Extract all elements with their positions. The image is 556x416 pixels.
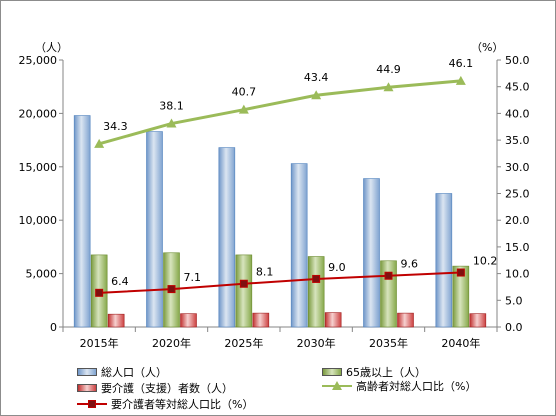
y-right-tick-label: 35.0	[505, 134, 530, 147]
legend-label-elderly-ratio: 高齢者対総人口比（%）	[356, 380, 477, 393]
legend-line-care-ratio	[77, 398, 107, 410]
line-elderly-ratio	[98, 79, 461, 146]
legend-swatch-total-population	[77, 368, 97, 376]
data-label-care-ratio: 9.6	[401, 258, 419, 271]
bar-care	[180, 313, 197, 328]
point-care-ratio	[456, 268, 465, 277]
point-care-ratio	[384, 271, 393, 280]
bar-elderly	[380, 260, 397, 328]
bar-total-population	[146, 131, 163, 328]
bar-care	[397, 312, 414, 328]
point-elderly-ratio	[383, 82, 394, 92]
data-label-care-ratio: 10.2	[473, 255, 498, 268]
x-tick-label: 2040年	[441, 336, 480, 350]
y-left-tick-label: 0	[50, 321, 57, 334]
y-left-tick-label: 25,000	[19, 54, 58, 67]
y-right-tick-label: 20.0	[505, 214, 530, 227]
bar-elderly	[235, 254, 253, 328]
y-right-tick-label: 5.0	[505, 294, 523, 307]
y-right-tick-label: 50.0	[505, 54, 530, 67]
y-right-tick-label: 40.0	[505, 107, 530, 120]
y-left-unit-label: （人）	[35, 41, 68, 54]
bar-total-population	[73, 115, 91, 328]
legend-item-elderly-ratio: 高齢者対総人口比（%）	[322, 378, 476, 394]
legend-item-total-population: 総人口（人）	[77, 364, 167, 380]
y-right-tick-label: 25.0	[505, 188, 530, 201]
data-label-elderly-ratio: 40.7	[232, 86, 257, 99]
legend-item-elderly: 65歳以上（人）	[322, 364, 426, 380]
point-elderly-ratio	[238, 104, 249, 114]
bar-care	[469, 313, 487, 328]
point-care-ratio	[167, 285, 176, 294]
x-tick-label: 2035年	[369, 336, 408, 350]
data-label-elderly-ratio: 38.1	[159, 100, 184, 113]
y-right-tick-label: 0.0	[505, 321, 523, 334]
data-label-care-ratio: 7.1	[184, 271, 202, 284]
y-right-tick-label: 15.0	[505, 241, 530, 254]
lines	[94, 75, 466, 297]
x-tick-label: 2030年	[297, 336, 336, 350]
data-label-elderly-ratio: 43.4	[304, 71, 329, 84]
bar-elderly	[452, 265, 470, 328]
data-label-elderly-ratio: 34.3	[103, 120, 128, 133]
point-care-ratio	[239, 279, 248, 288]
y-right-tick-label: 10.0	[505, 268, 530, 281]
legend-swatch-care	[77, 384, 97, 392]
data-label-elderly-ratio: 46.1	[449, 57, 474, 70]
point-elderly-ratio	[166, 118, 177, 128]
data-label-elderly-ratio: 44.9	[376, 63, 401, 76]
y-left-tick-label: 5,000	[26, 268, 58, 281]
data-labels: 34.3 38.1 40.7 43.4 44.9 46.1 6.4 7.1 8.1 9.0 9.6 1…	[103, 57, 497, 288]
legend-swatch-elderly	[322, 368, 342, 376]
x-tick-label: 2025年	[224, 336, 263, 350]
legend-label-care: 要介護（支援）者数（人）	[101, 382, 233, 395]
point-elderly-ratio	[455, 75, 466, 85]
y-right-tick-label: 45.0	[505, 81, 530, 94]
legend-label-total-population: 総人口（人）	[101, 366, 167, 379]
bar-total-population	[363, 178, 380, 328]
legend-line-elderly-ratio	[322, 380, 352, 392]
legend-label-care-ratio: 要介護者等対総人口比（%）	[111, 398, 254, 411]
y-left-tick-label: 20,000	[19, 107, 58, 120]
point-elderly-ratio	[311, 90, 322, 100]
axes: 0 5,000 10,000 15,000 20,000 25,000 0.0 5.0 10.0…	[19, 54, 530, 350]
point-care-ratio	[312, 274, 321, 283]
legend-label-elderly: 65歳以上（人）	[346, 366, 426, 379]
data-label-care-ratio: 8.1	[256, 266, 273, 279]
y-left-tick-label: 10,000	[19, 214, 58, 227]
data-label-care-ratio: 9.0	[328, 261, 346, 274]
bar-total-population	[218, 147, 236, 328]
bar-care	[324, 312, 342, 328]
bar-elderly	[307, 256, 325, 328]
bar-total-population	[290, 163, 308, 328]
legend-item-care-ratio: 要介護者等対総人口比（%）	[77, 396, 253, 412]
x-tick-label: 2015年	[80, 336, 119, 350]
bar-care	[107, 313, 125, 328]
bars	[73, 115, 487, 328]
point-elderly-ratio	[94, 138, 105, 148]
bar-care	[252, 312, 270, 328]
x-tick-label: 2020年	[152, 336, 191, 350]
y-right-tick-label: 30.0	[505, 161, 530, 174]
y-left-tick-label: 15,000	[19, 161, 58, 174]
bar-total-population	[435, 193, 453, 328]
legend-item-care: 要介護（支援）者数（人）	[77, 380, 233, 396]
line-care-ratio	[99, 271, 461, 294]
data-label-care-ratio: 6.4	[111, 275, 128, 288]
point-care-ratio	[95, 288, 104, 297]
y-right-unit-label: （%）	[471, 41, 503, 54]
